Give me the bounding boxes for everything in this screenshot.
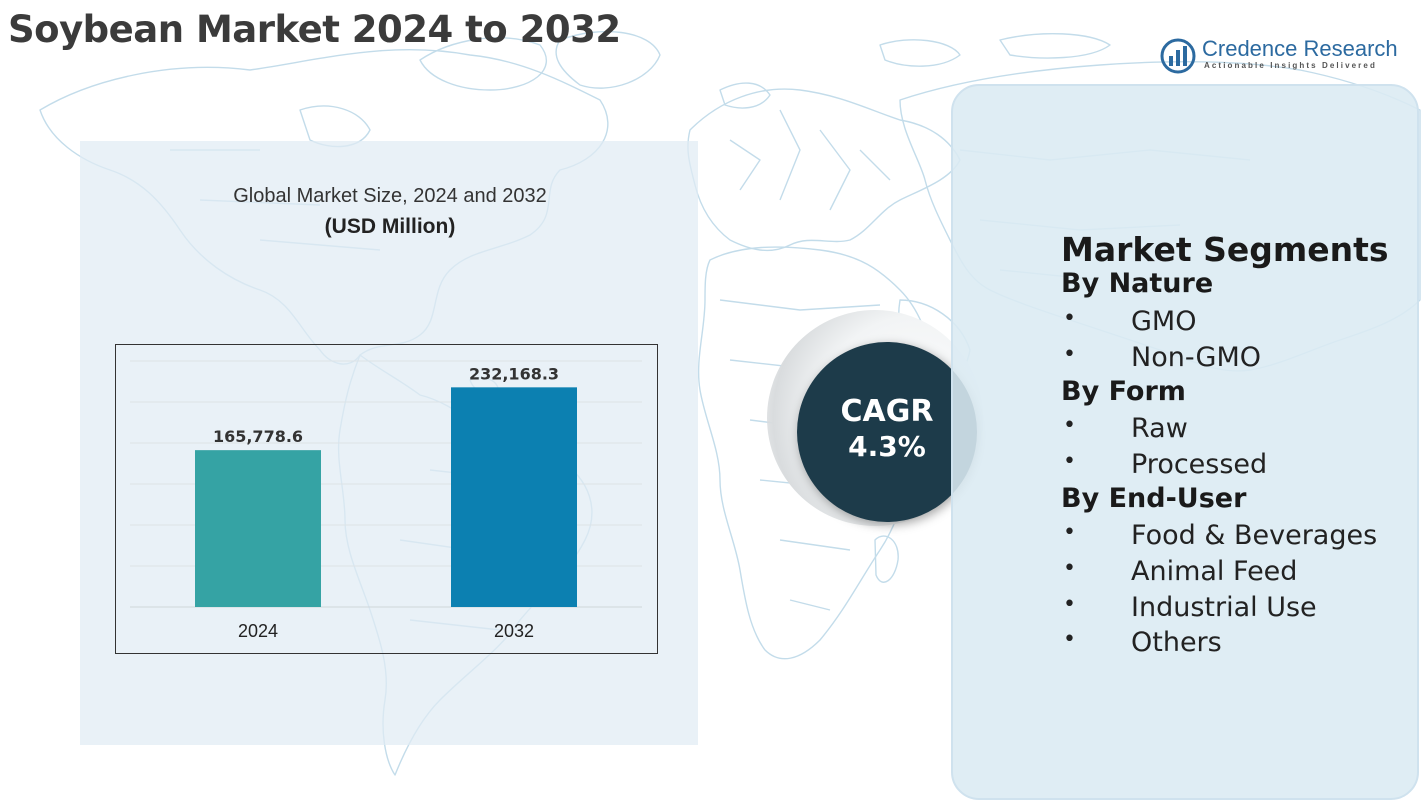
bullet-icon: • (1063, 413, 1076, 438)
segment-item-label: Processed (1131, 449, 1268, 480)
bar-chart-circle-icon (1160, 38, 1196, 74)
bullet-icon: • (1063, 342, 1076, 367)
segment-item-label: GMO (1131, 306, 1197, 337)
bullet-icon: • (1063, 449, 1076, 474)
segment-item-label: Raw (1131, 413, 1188, 444)
credence-research-logo[interactable]: Credence Research Actionable Insights De… (1160, 36, 1400, 76)
x-tick-label-2032: 2032 (494, 621, 534, 641)
segment-group-heading: By Form (1061, 376, 1186, 407)
bar-2032 (451, 387, 577, 607)
bullet-icon: • (1063, 306, 1076, 331)
bar-chart-canvas: 165,778.6 2024 232,168.3 2032 (130, 360, 642, 641)
segment-group-heading: By Nature (1061, 268, 1214, 299)
segment-item-label: Non-GMO (1131, 342, 1262, 373)
segment-item-label: Animal Feed (1131, 556, 1298, 587)
segments-title: Market Segments (1061, 230, 1389, 269)
bullet-icon: • (1063, 520, 1076, 545)
bullet-icon: • (1063, 627, 1076, 652)
cagr-value: 4.3% (848, 430, 926, 463)
x-tick-label-2024: 2024 (238, 621, 278, 641)
chart-units: (USD Million) (324, 215, 456, 238)
logo-name: Credence Research (1202, 36, 1398, 61)
segment-item-label: Others (1131, 627, 1222, 658)
chart-subtitle: Global Market Size, 2024 and 2032 (233, 185, 547, 207)
cagr-badge: CAGR 4.3% (797, 342, 977, 522)
bullet-icon: • (1063, 556, 1076, 581)
bar-chart: 165,778.6 2024 232,168.3 2032 (115, 344, 658, 654)
logo-tagline: Actionable Insights Delivered (1204, 61, 1377, 70)
data-label-2024: 165,778.6 (213, 427, 303, 446)
bullet-icon: • (1063, 592, 1076, 617)
segment-item-label: Food & Beverages (1131, 520, 1378, 551)
cagr-label: CAGR (840, 394, 934, 429)
bar-2024 (195, 450, 321, 607)
data-label-2032: 232,168.3 (469, 364, 559, 383)
market-segments-panel: Market Segments By Nature • GMO • Non-GM… (951, 84, 1419, 800)
page-title: Soybean Market 2024 to 2032 (8, 8, 621, 51)
segment-group-heading: By End-User (1061, 483, 1247, 514)
segment-item-label: Industrial Use (1131, 592, 1317, 623)
